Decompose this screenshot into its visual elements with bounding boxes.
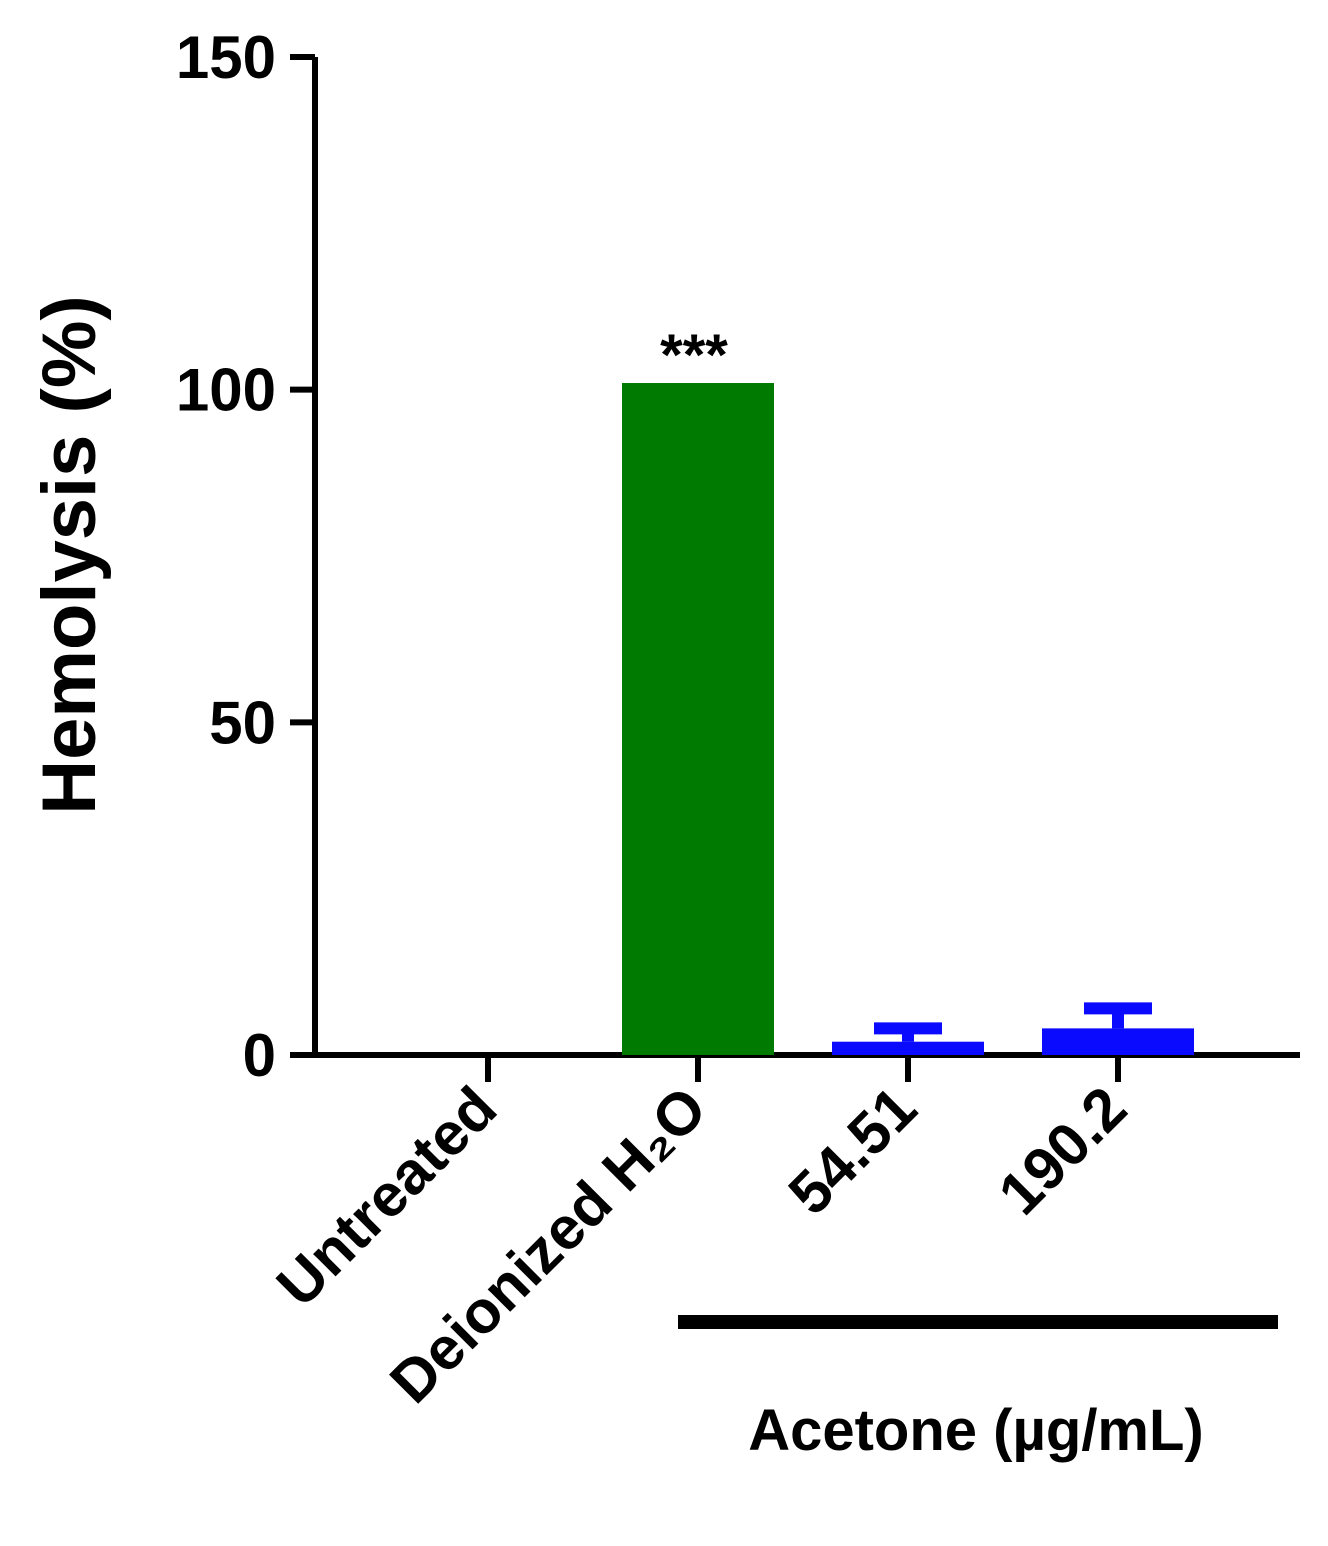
y-ticks: 0 50 100 150: [176, 24, 315, 1089]
x-tick-label: 190.2: [986, 1074, 1140, 1228]
bar-4: [1042, 1028, 1194, 1055]
significance-annotation: ***: [660, 323, 728, 388]
y-tick-label: 0: [243, 1022, 276, 1089]
y-tick-label: 150: [176, 24, 276, 91]
y-tick-label: 50: [209, 689, 276, 756]
bars: [622, 383, 1194, 1056]
y-tick-label: 100: [176, 357, 276, 424]
bar-3: [832, 1041, 984, 1055]
group-label: Acetone (µg/mL): [748, 1398, 1204, 1463]
x-tick-label: 54.51: [776, 1074, 930, 1228]
bar-2: [622, 383, 774, 1056]
annotations: ***: [660, 323, 728, 388]
y-axis-label: Hemolysis (%): [27, 295, 112, 815]
